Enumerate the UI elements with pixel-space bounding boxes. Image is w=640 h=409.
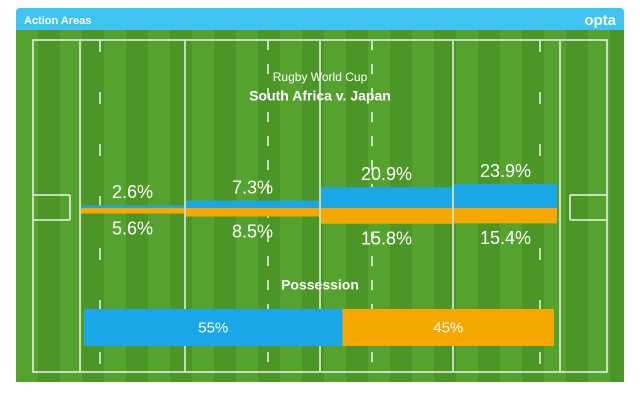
chart-subtitle: South Africa v. Japan [249, 88, 391, 104]
bar [186, 200, 319, 208]
value-label: 5.6% [112, 218, 153, 238]
possession-bar [342, 309, 554, 346]
value-label: 2.6% [112, 182, 153, 202]
possession-label: 55% [198, 319, 228, 336]
bar [454, 184, 557, 208]
bar [186, 208, 319, 217]
value-label: 7.3% [232, 177, 273, 197]
stripe [610, 30, 624, 382]
brand: opta [584, 12, 616, 29]
stripe [38, 30, 60, 382]
value-label: 8.5% [232, 221, 273, 241]
possession-label: 45% [433, 319, 463, 336]
goal-post [33, 194, 71, 221]
stripe [566, 30, 588, 382]
value-label: 20.9% [361, 164, 412, 184]
value-label: 15.8% [361, 229, 412, 249]
possession-title: Possession [281, 277, 359, 293]
bar [321, 208, 452, 224]
value-label: 15.4% [480, 228, 531, 248]
goal-post [569, 194, 607, 221]
value-label: 23.9% [480, 161, 531, 181]
header-bar [16, 8, 624, 34]
bar [321, 187, 452, 208]
chart-title: Rugby World Cup [273, 70, 368, 84]
possession-bar [84, 309, 343, 346]
header-title: Action Areas [24, 15, 91, 27]
bar [454, 208, 557, 224]
bar [81, 208, 184, 214]
bar [81, 205, 184, 208]
